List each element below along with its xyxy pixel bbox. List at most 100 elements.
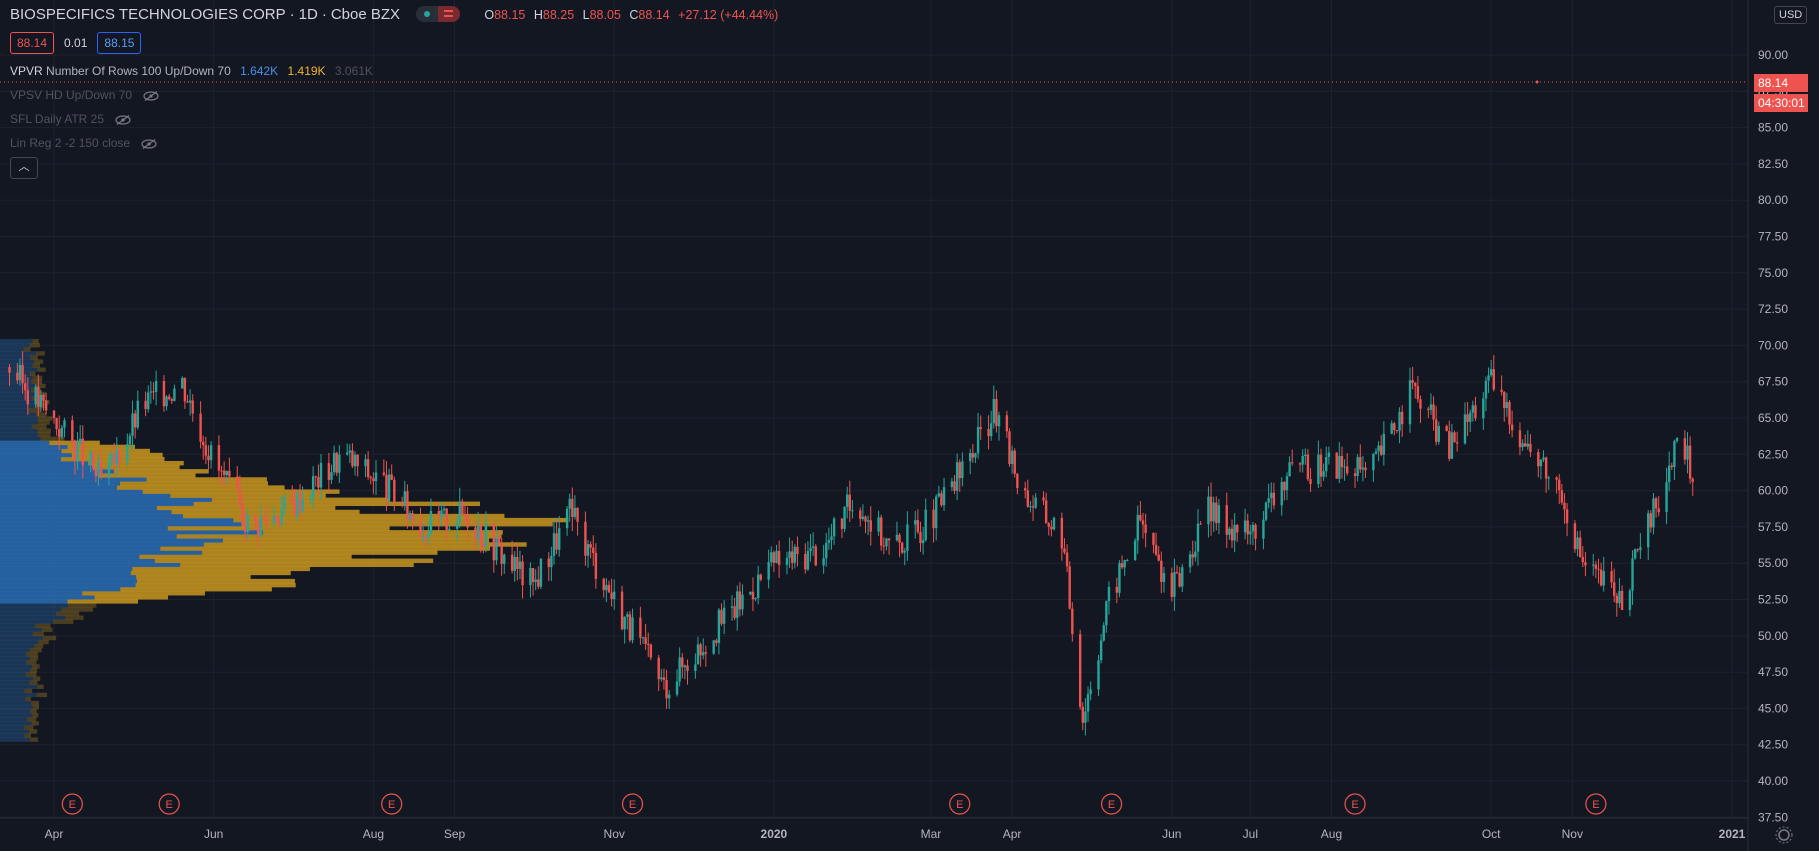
- volume-bar-up: [0, 721, 32, 726]
- volume-bar-down: [120, 587, 272, 592]
- indicator-name: SFL Daily ATR 25: [10, 112, 105, 126]
- indicator-name: VPSV HD Up/Down 70: [10, 88, 133, 102]
- buy-button[interactable]: 88.15: [97, 32, 142, 54]
- candle-body: [641, 637, 645, 639]
- earnings-marker[interactable]: E: [158, 793, 180, 815]
- hidden-eye-icon[interactable]: [143, 90, 160, 101]
- time-tick-label: Jun: [204, 827, 223, 841]
- collapse-legend-button[interactable]: ︿: [10, 157, 38, 179]
- volume-bar-up: [0, 627, 42, 633]
- earnings-marker[interactable]: E: [381, 793, 403, 815]
- candle-body: [804, 553, 807, 570]
- earnings-label: E: [69, 799, 76, 811]
- earnings-marker[interactable]: E: [949, 793, 971, 815]
- earnings-marker[interactable]: E: [1585, 793, 1607, 815]
- sell-button[interactable]: 88.14: [10, 32, 55, 54]
- volume-bar-up: [0, 664, 32, 669]
- market-status-toggle[interactable]: [416, 6, 464, 23]
- price-tick-label: 82.50: [1758, 157, 1788, 171]
- time-tick-label: Apr: [45, 827, 64, 841]
- candle-body: [1209, 496, 1213, 522]
- candle-body: [1647, 513, 1650, 548]
- earnings-marker[interactable]: E: [621, 793, 644, 815]
- volume-bar-up: [0, 733, 25, 738]
- candle-body: [26, 390, 30, 405]
- indicator-vpsv[interactable]: VPSV HD Up/Down 70: [10, 88, 160, 102]
- earnings-label: E: [629, 799, 636, 811]
- volume-bar-down: [35, 383, 46, 389]
- volume-bar-up: [0, 570, 131, 576]
- candle-body: [291, 497, 294, 503]
- candle-body: [1044, 500, 1048, 524]
- candle-body: [1503, 391, 1506, 409]
- candle-body: [906, 524, 909, 551]
- volume-bar-down: [171, 509, 360, 515]
- volume-bar-down: [32, 631, 44, 637]
- earnings-marker[interactable]: E: [1344, 793, 1366, 815]
- candle-body: [228, 470, 231, 477]
- hidden-eye-icon[interactable]: [141, 138, 158, 149]
- volume-bar-down: [26, 717, 37, 722]
- candle-body: [788, 551, 791, 558]
- candle-body: [1560, 490, 1564, 503]
- candle-body: [649, 644, 653, 658]
- candle-body: [500, 543, 503, 564]
- candle-body: [814, 546, 817, 566]
- volume-bar-down: [30, 700, 39, 706]
- candle-body: [1217, 505, 1221, 523]
- candle-body: [1152, 533, 1155, 545]
- candle-body: [1673, 440, 1676, 468]
- currency-badge[interactable]: USD: [1774, 6, 1808, 24]
- candle-body: [115, 450, 119, 465]
- candle-body: [1291, 462, 1294, 464]
- volume-bar-down: [32, 704, 39, 710]
- volume-bar-up: [0, 383, 36, 389]
- price-tick-label: 90.00: [1758, 48, 1788, 62]
- candle-body: [1639, 547, 1642, 551]
- candle-body: [1194, 551, 1197, 558]
- candle-body: [605, 585, 608, 591]
- settings-gear-icon[interactable]: [1775, 826, 1793, 844]
- candle-body: [1047, 523, 1050, 527]
- candle-body: [1267, 498, 1270, 503]
- candle-body: [1317, 454, 1320, 485]
- symbol-name[interactable]: BIOSPECIFICS TECHNOLOGIES CORP: [10, 6, 286, 23]
- candle-body: [484, 523, 488, 548]
- candle-body: [1691, 478, 1694, 482]
- candle-body: [1602, 571, 1605, 586]
- candle-body: [1178, 573, 1181, 587]
- candle-body: [1325, 456, 1328, 472]
- candle-body: [356, 454, 359, 467]
- indicator-atr[interactable]: SFL Daily ATR 25: [10, 112, 131, 126]
- volume-bar-up: [0, 440, 50, 446]
- earnings-marker[interactable]: E: [1100, 793, 1123, 815]
- candle-body: [529, 567, 532, 586]
- candle-body: [246, 514, 249, 532]
- interval-label[interactable]: 1D: [298, 6, 318, 23]
- candle-body: [513, 557, 516, 571]
- volume-bar-up: [0, 623, 36, 629]
- candle-body: [775, 550, 778, 563]
- candle-body: [722, 607, 726, 624]
- earnings-marker[interactable]: E: [61, 793, 83, 815]
- indicator-linreg[interactable]: Lin Reg 2 -2 150 close: [10, 136, 158, 150]
- candle-body: [60, 427, 64, 437]
- candle-body: [903, 550, 906, 553]
- volume-bar-down: [31, 424, 47, 429]
- hidden-eye-icon[interactable]: [115, 114, 131, 125]
- candle-body: [332, 452, 336, 473]
- candle-body: [681, 657, 684, 668]
- menu-icon[interactable]: [438, 6, 461, 23]
- volume-bar-up: [0, 692, 37, 698]
- candle-body: [152, 391, 155, 393]
- indicator-vpvr[interactable]: VPVR Number Of Rows 100 Up/Down 70 1.642…: [10, 64, 373, 78]
- candle-body: [335, 452, 338, 473]
- volume-bar-down: [25, 696, 32, 702]
- volume-bar-down: [36, 412, 47, 417]
- indicator-name: VPVR: [10, 64, 43, 78]
- candle-body: [348, 450, 352, 453]
- time-tick-label: Nov: [604, 827, 625, 841]
- candle-body: [1243, 520, 1247, 533]
- candle-body: [1139, 514, 1142, 521]
